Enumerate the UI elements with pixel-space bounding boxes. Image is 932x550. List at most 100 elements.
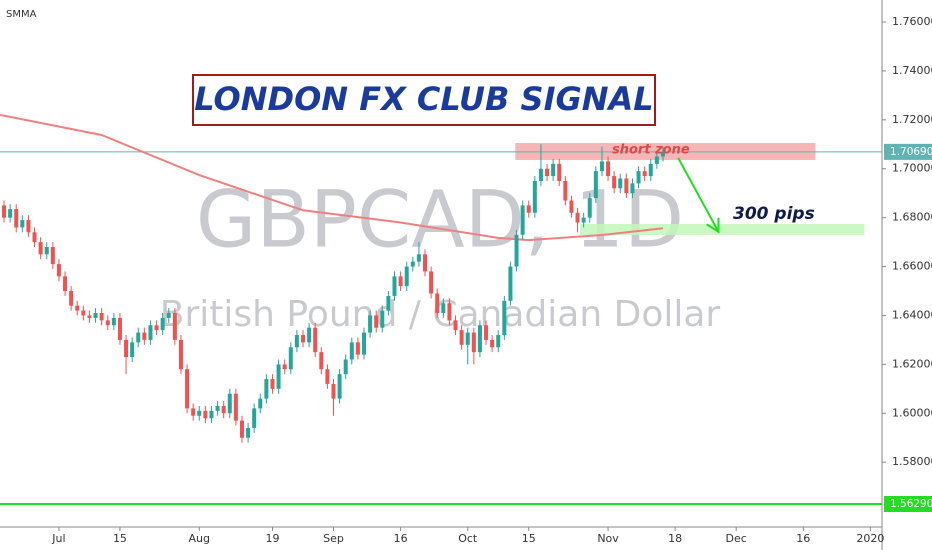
candle-body [288, 347, 293, 370]
candle-body [307, 327, 312, 343]
candle-body [203, 410, 208, 419]
candle-body [526, 205, 531, 213]
candle-body [386, 295, 391, 311]
candle-body [313, 327, 318, 353]
y-tick-label: 1.66000 [892, 260, 932, 273]
candle-body [490, 339, 495, 348]
candle-body [154, 325, 159, 331]
candle-body [484, 325, 489, 340]
short-zone-label: short zone [612, 143, 690, 158]
y-tick-label: 1.76000 [892, 15, 932, 28]
candle-body [429, 271, 434, 294]
y-tick-label: 1.62000 [892, 357, 932, 370]
target-label: 300 pips [733, 204, 815, 224]
candle-body [660, 151, 665, 157]
candle-body [75, 305, 80, 311]
candle-body [50, 246, 55, 265]
x-tick-label: Nov [597, 532, 619, 545]
candle-body [331, 383, 336, 399]
candle-body [648, 163, 653, 177]
candle-body [246, 427, 251, 438]
candle-body [81, 310, 86, 316]
candle-body [477, 325, 482, 353]
candle-body [612, 176, 617, 189]
candle-body [56, 264, 61, 277]
candle-body [508, 266, 513, 301]
arrow [677, 157, 720, 233]
y-tick-label: 1.68000 [892, 211, 932, 224]
x-tick-label: Jul [51, 532, 65, 545]
candle-body [215, 405, 220, 411]
target-zone [579, 224, 865, 236]
candle-body [178, 339, 183, 370]
candle-body [618, 178, 623, 189]
candle-body [166, 313, 171, 318]
candle-body [569, 200, 574, 213]
axes: 1.76000 1.74000 1.72000 1.70000 1.68000 1.660… [51, 15, 932, 545]
candle-body [453, 320, 458, 331]
candle-body [44, 246, 49, 255]
candle-body [398, 276, 403, 287]
candle-body [654, 156, 659, 164]
candle-body [636, 171, 641, 184]
candle-body [471, 332, 476, 353]
y-tick-label: 1.74000 [892, 64, 932, 77]
candle-body [325, 369, 330, 384]
candle-body [276, 364, 281, 389]
x-tick-label: Dec [726, 532, 747, 545]
banner: LONDON FX CLUB SIGNAL [194, 80, 653, 118]
candle-body [227, 393, 232, 414]
candle-body [538, 168, 543, 181]
candle-body [319, 352, 324, 370]
candle-body [93, 313, 98, 318]
candle-body [2, 205, 7, 218]
candle-body [172, 313, 177, 340]
candle-body [441, 303, 446, 314]
candle-body [20, 220, 25, 228]
x-tick-label: 15 [113, 532, 127, 545]
candle-body [99, 313, 104, 321]
candle-body [26, 220, 31, 233]
x-tick-label: Aug [189, 532, 210, 545]
candle-body [514, 234, 519, 267]
candle-body [294, 335, 299, 348]
candle-body [423, 254, 428, 272]
arrow-head [706, 217, 720, 234]
candle-body [124, 339, 129, 358]
candle-body [404, 266, 409, 287]
candle-body [465, 332, 470, 345]
candle-body [270, 379, 275, 389]
y-tick-label: 1.70000 [892, 162, 932, 175]
plot: short zone 300 pips [0, 113, 882, 506]
indicator-label: SMMA [6, 9, 37, 20]
candle-body [349, 342, 354, 360]
candle-body [496, 335, 501, 348]
candle-body [148, 325, 153, 340]
candle-body [624, 178, 629, 194]
candle-body [197, 410, 202, 416]
candle-body [374, 315, 379, 328]
candle-body [368, 315, 373, 333]
candle-body [38, 242, 43, 255]
watermark-subtitle: British Pound / Canadian Dollar [160, 294, 721, 335]
x-tick-label: 15 [522, 532, 536, 545]
y-tick-label: 1.64000 [892, 308, 932, 321]
y-tick-label: 1.58000 [892, 455, 932, 468]
candle-body [264, 379, 269, 399]
candle-body [233, 393, 238, 421]
candle-body [575, 212, 580, 223]
candle-body [282, 364, 287, 370]
support-label: 1.56290 [890, 498, 932, 510]
price-label: 1.70690 [890, 146, 932, 158]
candle-body [520, 205, 525, 235]
candle-body [221, 405, 226, 414]
candle-body [117, 317, 122, 340]
smma-line [0, 113, 664, 242]
candle-body [111, 317, 116, 326]
candle-body [87, 315, 92, 318]
candle-body [355, 342, 360, 355]
candle-body [380, 310, 385, 328]
candle-body [416, 254, 421, 262]
